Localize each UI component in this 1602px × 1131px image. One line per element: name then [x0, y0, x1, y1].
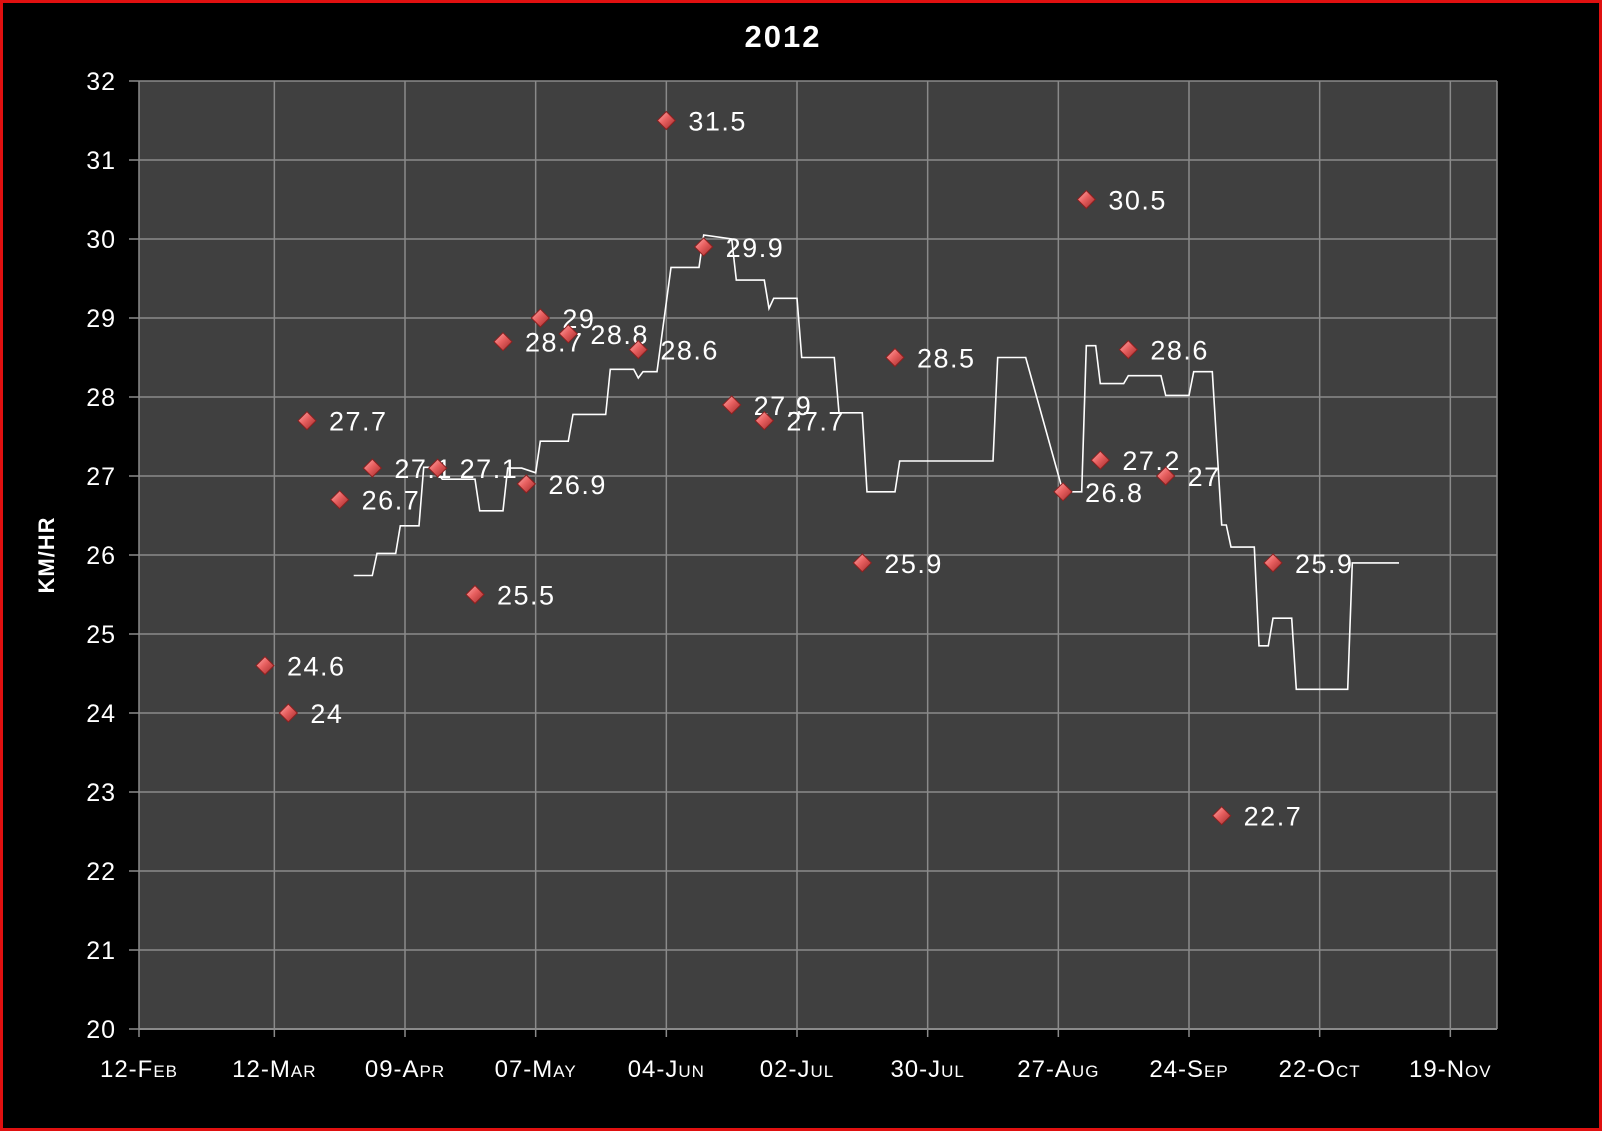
- y-axis-label: KM/HR: [34, 516, 59, 593]
- data-label: 28.6: [1150, 336, 1209, 366]
- y-tick-label: 24: [86, 700, 116, 728]
- y-tick-label: 25: [86, 621, 116, 649]
- data-point-marker: [1053, 482, 1073, 502]
- trend-line-group: [353, 234, 1399, 691]
- data-label: 28.6: [660, 336, 719, 366]
- data-point-marker: [1155, 466, 1176, 486]
- y-tick-label: 20: [86, 1016, 116, 1044]
- y-tick-label: 23: [86, 779, 116, 807]
- x-tick-label: 22-Oct: [1279, 1056, 1361, 1083]
- x-tick-label: 27-Aug: [1017, 1056, 1099, 1083]
- x-axis-ticks: 12-Feb 12-Mar 09-Apr 07-May 04-Jun 02-Jul 30-J…: [100, 1056, 1492, 1083]
- x-tick-label: 12-Mar: [232, 1056, 316, 1083]
- data-point-marker: [693, 237, 714, 257]
- data-point-marker: [656, 110, 677, 131]
- y-axis-ticks: 20 21 22 23 24 25 26 27 28 29 30 31 32: [86, 68, 116, 1044]
- x-tick-label: 04-Jun: [628, 1056, 705, 1083]
- data-point-marker: [297, 410, 317, 431]
- trend-line: [353, 234, 1399, 691]
- data-point-marker: [329, 489, 350, 510]
- y-tick-label: 26: [86, 542, 116, 570]
- data-point-marker: [1090, 450, 1111, 470]
- data-label: 22.7: [1244, 802, 1303, 832]
- x-tick-label: 19-Nov: [1409, 1056, 1492, 1083]
- data-point-marker: [885, 347, 905, 368]
- data-label: 29.9: [726, 233, 785, 263]
- x-tick-label: 30-Jul: [890, 1056, 964, 1083]
- data-point-marker: [465, 584, 485, 605]
- x-tick-label: 12-Feb: [100, 1056, 178, 1083]
- data-label: 24: [310, 699, 343, 729]
- data-point-marker: [493, 331, 513, 352]
- data-point-marker: [754, 410, 775, 431]
- data-label: 24.6: [287, 652, 346, 682]
- data-point-marker: [1118, 339, 1139, 360]
- y-tick-label: 31: [86, 147, 116, 175]
- data-label: 25.9: [884, 549, 943, 579]
- data-point-marker: [255, 655, 275, 676]
- data-point-marker: [628, 339, 649, 360]
- data-label: 25.9: [1295, 549, 1354, 579]
- data-label: 28.5: [917, 344, 976, 374]
- data-label: 31.5: [688, 107, 747, 137]
- data-label: 26.7: [362, 486, 421, 516]
- y-tick-label: 27: [86, 463, 116, 491]
- chart-title: 2012: [745, 19, 822, 54]
- y-tick-label: 32: [86, 68, 116, 96]
- data-point-marker: [516, 474, 537, 494]
- data-point-marker: [362, 458, 383, 478]
- data-label: 27.2: [1122, 446, 1181, 476]
- data-label: 27.7: [786, 407, 845, 437]
- y-tick-label: 30: [86, 226, 116, 254]
- data-point-marker: [530, 308, 551, 328]
- x-tick-label: 09-Apr: [365, 1056, 445, 1083]
- data-point-marker: [427, 458, 448, 478]
- data-point-marker: [721, 395, 742, 415]
- data-point-marker: [852, 553, 873, 573]
- data-point-marker: [558, 324, 579, 344]
- x-tick-label: 24-Sep: [1149, 1056, 1228, 1083]
- y-tick-label: 22: [86, 858, 116, 886]
- y-tick-label: 29: [86, 305, 116, 333]
- data-label: 27: [1188, 462, 1221, 492]
- data-point-marker: [278, 703, 299, 723]
- data-label: 25.5: [497, 581, 556, 611]
- y-tick-label: 28: [86, 384, 116, 412]
- y-tick-label: 21: [86, 937, 116, 965]
- data-point-marker: [1263, 553, 1283, 573]
- data-point-marker: [1076, 189, 1097, 210]
- data-point-marker: [1211, 805, 1232, 826]
- data-label: 30.5: [1108, 186, 1167, 216]
- x-tick-label: 02-Jul: [760, 1056, 834, 1083]
- data-label: 26.8: [1085, 478, 1144, 508]
- data-label: 27.1: [460, 454, 519, 484]
- x-tick-label: 07-May: [495, 1056, 577, 1083]
- gridlines: [129, 80, 1498, 1037]
- data-label: 27.7: [329, 407, 388, 437]
- data-label: 26.9: [548, 470, 607, 500]
